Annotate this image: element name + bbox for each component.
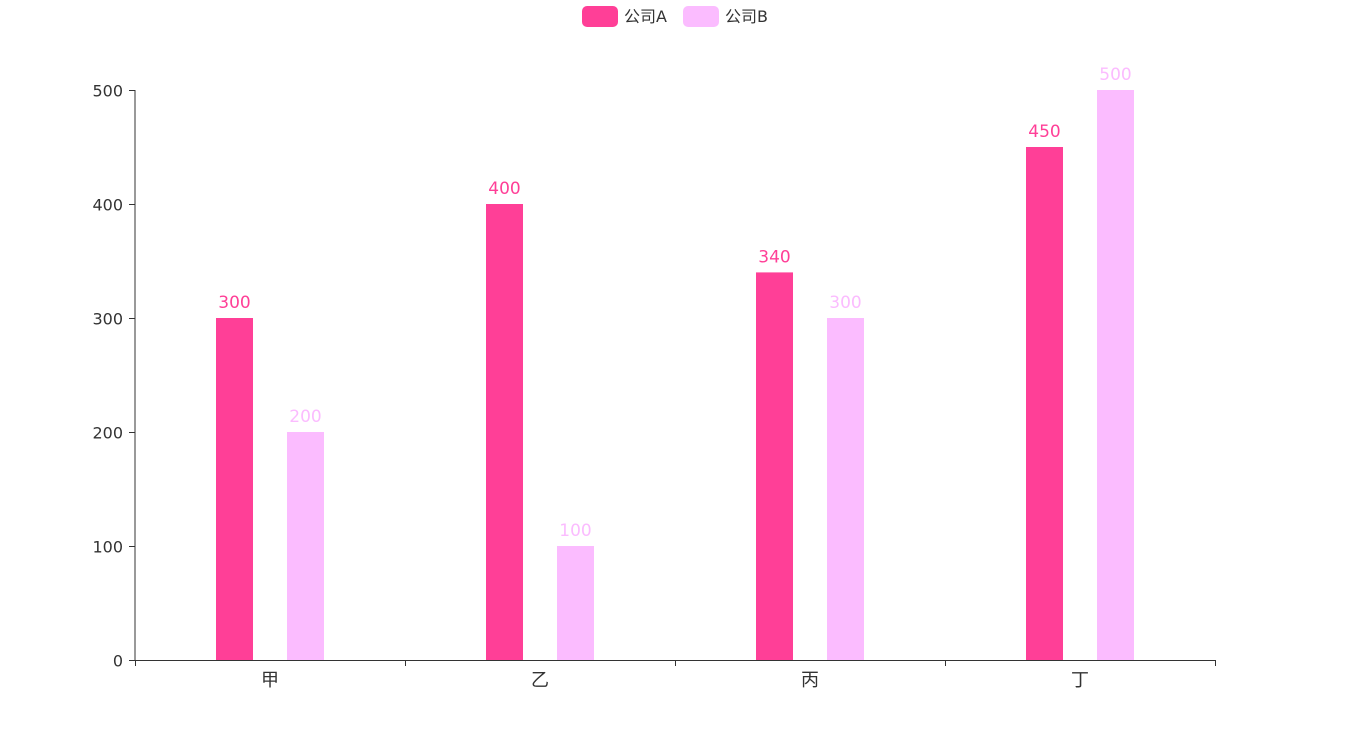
x-tick-label: 丙	[801, 670, 819, 691]
bar	[486, 204, 523, 660]
y-tick-label: 400	[92, 196, 123, 215]
data-label: 340	[758, 247, 790, 267]
bar	[1097, 90, 1134, 660]
x-tick-label: 乙	[531, 670, 549, 691]
data-label: 400	[488, 179, 520, 199]
x-tick-label: 丁	[1071, 670, 1089, 691]
bar	[557, 546, 594, 660]
legend-item-company-b[interactable]: 公司B	[682, 6, 768, 27]
data-label: 300	[829, 293, 861, 313]
y-tick-label: 500	[92, 82, 123, 101]
data-label: 450	[1028, 122, 1060, 142]
legend-label-company-b: 公司B	[724, 7, 768, 26]
bar	[756, 272, 793, 660]
data-label: 100	[559, 521, 591, 541]
data-label: 500	[1099, 65, 1131, 85]
bar	[216, 318, 253, 660]
bar	[1026, 147, 1063, 660]
legend-swatch-company-b	[682, 6, 719, 27]
legend-swatch-company-a	[582, 6, 619, 27]
legend: 公司A 公司B	[0, 6, 1350, 27]
y-tick-label: 0	[113, 652, 123, 671]
y-tick-label: 100	[92, 538, 123, 557]
bar	[287, 432, 324, 660]
y-tick-label: 200	[92, 424, 123, 443]
bar	[827, 318, 864, 660]
x-tick-label: 甲	[261, 670, 279, 691]
legend-item-company-a[interactable]: 公司A	[582, 6, 667, 27]
data-label: 200	[289, 407, 321, 427]
legend-label-company-a: 公司A	[624, 7, 667, 26]
data-label: 300	[218, 293, 250, 313]
y-tick-label: 300	[92, 310, 123, 329]
